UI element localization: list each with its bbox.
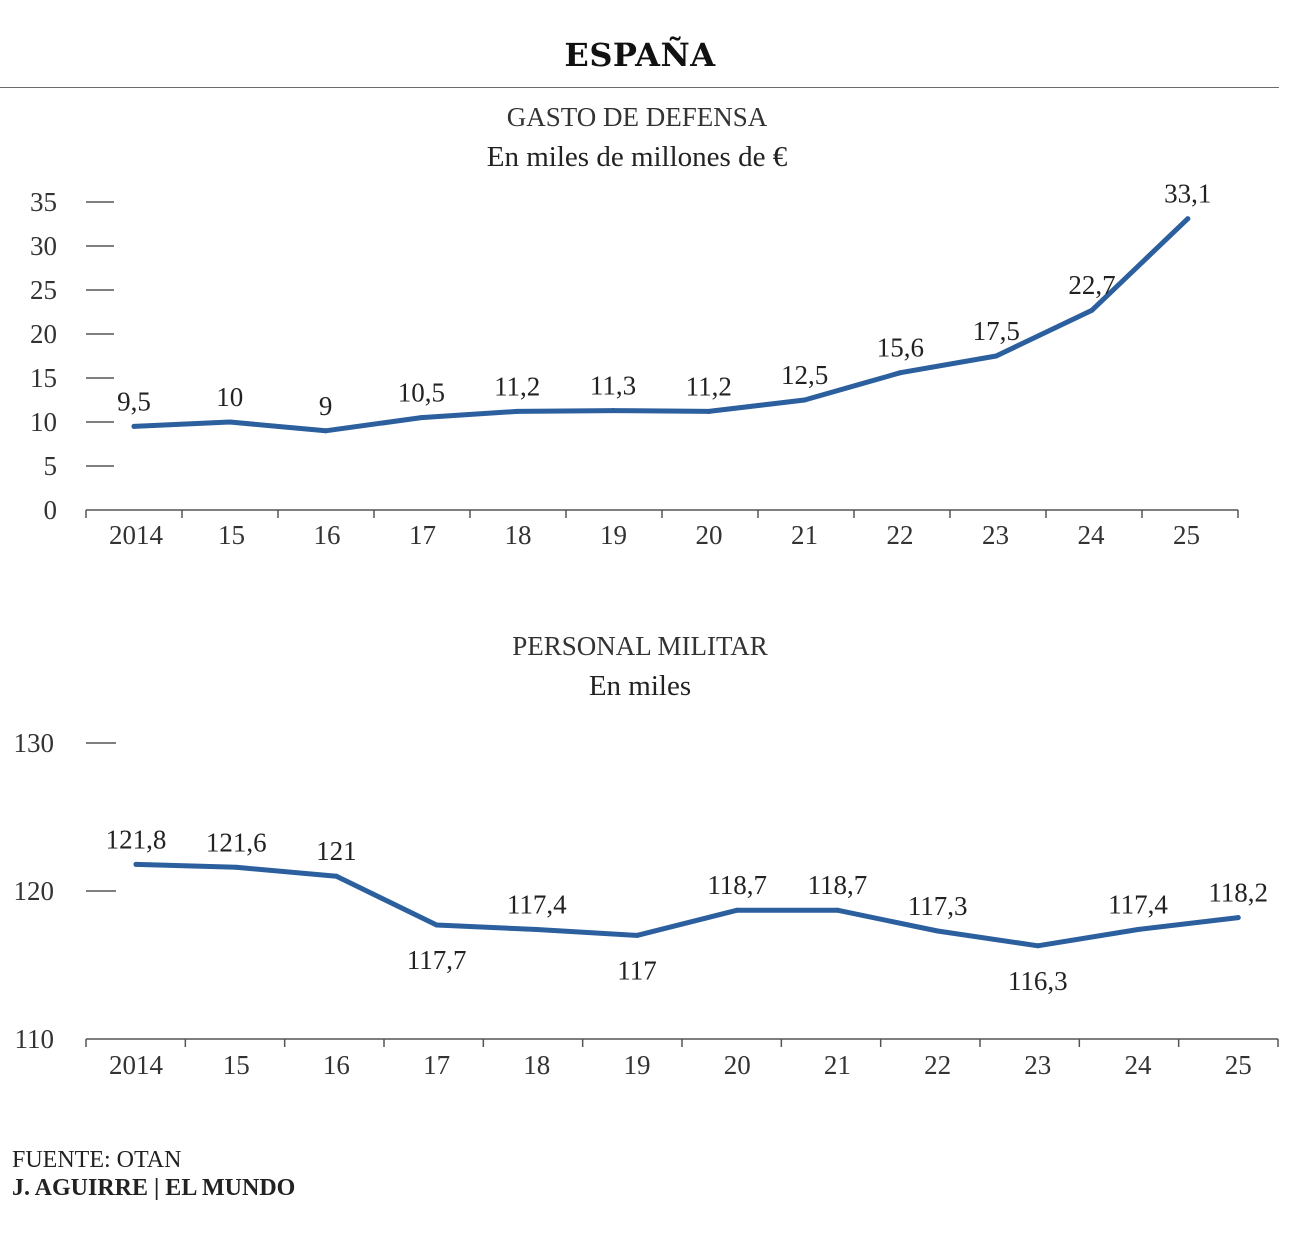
x-tick-label: 21	[791, 520, 818, 550]
y-tick-label: 35	[30, 187, 57, 217]
data-point	[133, 861, 139, 867]
data-point	[993, 353, 999, 359]
data-point	[323, 428, 329, 434]
x-tick-label: 22	[924, 1050, 951, 1080]
x-tick-label: 21	[824, 1050, 851, 1080]
military-personnel-chart: PERSONAL MILITAR En miles 110 120 130 2014 1…	[14, 631, 1279, 1080]
data-point	[131, 423, 137, 429]
credit-note: J. AGUIRRE | EL MUNDO	[12, 1175, 296, 1201]
y-tick-label: 10	[30, 407, 57, 437]
x-tick-label: 17	[409, 520, 436, 550]
page-title: ESPAÑA	[564, 36, 716, 74]
data-point	[634, 932, 640, 938]
data-point	[706, 408, 712, 414]
x-tick-label: 20	[696, 520, 723, 550]
data-label: 10,5	[398, 378, 445, 408]
y-tick-label: 25	[30, 275, 57, 305]
data-label: 117	[617, 955, 657, 985]
data-point	[434, 922, 440, 928]
x-tick-label: 15	[218, 520, 245, 550]
data-label: 11,3	[590, 371, 636, 401]
data-point	[1135, 926, 1141, 932]
x-tick-label: 19	[624, 1050, 651, 1080]
x-tick-label: 22	[887, 520, 914, 550]
x-tick-label: 23	[982, 520, 1009, 550]
y-tick-label: 30	[30, 231, 57, 261]
chart-subtitle: En miles	[589, 670, 691, 702]
data-label: 121	[316, 836, 357, 866]
data-point	[1235, 915, 1241, 921]
x-tick-label: 25	[1225, 1050, 1252, 1080]
x-tick-label: 23	[1024, 1050, 1051, 1080]
y-tick-label: 20	[30, 319, 57, 349]
data-label: 117,7	[407, 945, 467, 975]
data-label: 118,7	[707, 870, 767, 900]
y-tick-label: 15	[30, 363, 57, 393]
x-tick-label: 25	[1173, 520, 1200, 550]
data-point	[897, 370, 903, 376]
title-divider	[0, 87, 1279, 88]
x-tick-label: 19	[600, 520, 627, 550]
data-label: 117,4	[1108, 889, 1168, 919]
data-label: 118,2	[1208, 878, 1268, 908]
chart-title: PERSONAL MILITAR	[512, 631, 768, 661]
data-label: 116,3	[1008, 966, 1068, 996]
chart-subtitle: En miles de millones de €	[487, 141, 788, 173]
x-tick-label: 17	[423, 1050, 450, 1080]
data-label: 17,5	[973, 316, 1020, 346]
data-label: 22,7	[1068, 270, 1115, 300]
data-label: 11,2	[686, 371, 732, 401]
y-tick-label: 110	[15, 1024, 55, 1054]
data-label: 9,5	[117, 386, 151, 416]
data-label: 117,3	[908, 891, 968, 921]
data-point	[935, 928, 941, 934]
y-tick-label: 120	[14, 876, 55, 906]
y-tick-label: 130	[14, 728, 55, 758]
x-tick-label: 2014	[109, 520, 164, 550]
data-label: 118,7	[808, 870, 868, 900]
series-line	[131, 216, 1191, 434]
data-label: 33,1	[1164, 179, 1211, 209]
defense-spending-chart: GASTO DE DEFENSA En miles de millones de…	[30, 102, 1239, 550]
data-point	[1185, 216, 1191, 222]
x-tick-label: 16	[323, 1050, 350, 1080]
x-tick-label: 24	[1125, 1050, 1153, 1080]
x-tick-label: 20	[724, 1050, 751, 1080]
y-tick-label: 0	[44, 495, 58, 525]
data-point	[514, 408, 520, 414]
data-point	[333, 873, 339, 879]
data-point	[1089, 307, 1095, 313]
data-point	[534, 926, 540, 932]
x-tick-label: 15	[223, 1050, 250, 1080]
source-note: FUENTE: OTAN	[12, 1147, 182, 1173]
chart-title: GASTO DE DEFENSA	[507, 102, 768, 132]
data-point	[233, 864, 239, 870]
data-label: 9	[319, 391, 333, 421]
series-line	[133, 861, 1241, 949]
x-tick-label: 2014	[109, 1050, 164, 1080]
x-tick-label: 18	[505, 520, 532, 550]
data-point	[610, 408, 616, 414]
data-label: 10	[216, 382, 243, 412]
charts-canvas: GASTO DE DEFENSA En miles de millones de…	[14, 102, 1279, 1080]
data-point	[802, 397, 808, 403]
data-label: 121,6	[206, 827, 267, 857]
data-point	[227, 419, 233, 425]
data-label: 121,8	[106, 824, 167, 854]
data-point	[834, 907, 840, 913]
y-tick-label: 5	[44, 451, 58, 481]
data-label: 15,6	[877, 333, 924, 363]
data-point	[418, 415, 424, 421]
x-tick-label: 18	[523, 1050, 550, 1080]
data-label: 117,4	[507, 889, 567, 919]
footer: FUENTE: OTAN J. AGUIRRE | EL MUNDO	[12, 1146, 295, 1202]
x-tick-label: 24	[1078, 520, 1106, 550]
data-label: 12,5	[781, 360, 828, 390]
data-point	[1035, 943, 1041, 949]
data-point	[734, 907, 740, 913]
x-tick-label: 16	[314, 520, 341, 550]
data-label: 11,2	[494, 371, 540, 401]
